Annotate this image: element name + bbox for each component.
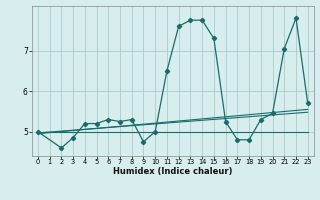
X-axis label: Humidex (Indice chaleur): Humidex (Indice chaleur) <box>113 167 233 176</box>
